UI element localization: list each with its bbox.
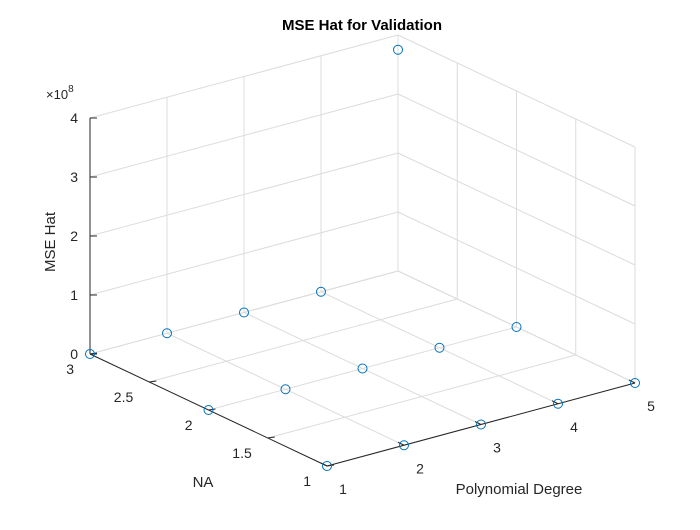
chart-title: MSE Hat for Validation bbox=[282, 17, 442, 34]
data-point bbox=[162, 328, 172, 339]
data-point bbox=[434, 342, 445, 353]
x-axis-label: Polynomial Degree bbox=[456, 481, 583, 498]
z-exponent-power: 8 bbox=[68, 84, 74, 95]
data-point bbox=[316, 286, 326, 297]
floor-grid-line bbox=[149, 298, 458, 383]
axis-layer bbox=[89, 117, 636, 467]
data-point bbox=[476, 419, 486, 430]
z-axis-label: MSE Hat bbox=[42, 211, 59, 272]
x-tick-mark bbox=[397, 441, 405, 446]
side-wall-grid-line bbox=[397, 270, 636, 384]
x-tick-mark bbox=[628, 379, 636, 384]
z-exponent: ×108 bbox=[46, 84, 74, 102]
x-tick-label: 1 bbox=[339, 481, 347, 497]
side-wall-grid-line bbox=[397, 93, 636, 207]
x-tick-label: 3 bbox=[493, 440, 501, 456]
data-point bbox=[239, 307, 249, 318]
data-point bbox=[322, 461, 332, 471]
data-point bbox=[280, 384, 291, 395]
y-tick-label: 2 bbox=[185, 417, 193, 433]
z-tick-label: 3 bbox=[70, 169, 78, 185]
y-tick-mark bbox=[326, 464, 335, 467]
data-point bbox=[357, 363, 368, 374]
back-wall-grid-line bbox=[89, 34, 399, 119]
side-wall-grid-line bbox=[397, 211, 636, 325]
x-tick-mark bbox=[320, 462, 328, 467]
y-tick-mark bbox=[149, 380, 157, 383]
side-wall-grid-line bbox=[397, 34, 636, 148]
y-tick-mark bbox=[267, 436, 275, 439]
data-point bbox=[393, 44, 403, 55]
x-tick-label: 4 bbox=[570, 419, 578, 435]
data-point bbox=[511, 322, 522, 332]
y-tick-label: 1 bbox=[303, 473, 311, 489]
back-wall-grid-line bbox=[89, 270, 399, 355]
z-tick-label: 2 bbox=[70, 228, 78, 244]
y-tick-label: 3 bbox=[66, 361, 74, 377]
x-tick-mark bbox=[551, 400, 559, 405]
data-point bbox=[203, 405, 214, 415]
side-wall-grid-line bbox=[397, 152, 636, 266]
data-point bbox=[553, 398, 563, 409]
y-axis-label: NA bbox=[193, 474, 214, 491]
back-wall-grid-line bbox=[89, 93, 399, 178]
data-point bbox=[399, 440, 409, 451]
back-wall-grid-line bbox=[89, 211, 399, 296]
x-tick-mark bbox=[474, 421, 482, 425]
z-tick-label: 1 bbox=[70, 287, 78, 303]
y-tick-label: 1.5 bbox=[232, 445, 252, 461]
z-tick-label: 0 bbox=[70, 346, 78, 362]
y-tick-label: 2.5 bbox=[114, 389, 134, 405]
z-tick-label: 4 bbox=[70, 110, 78, 126]
data-point bbox=[85, 349, 95, 359]
x-tick-label: 5 bbox=[647, 398, 655, 414]
label-layer: MSE Hat for Validation Polynomial Degree… bbox=[42, 17, 655, 498]
marker-layer bbox=[85, 44, 640, 471]
z-exponent-base: ×10 bbox=[46, 87, 68, 102]
floor-grid-line bbox=[267, 354, 576, 439]
back-wall-grid-line bbox=[89, 152, 399, 237]
data-point bbox=[630, 378, 640, 388]
x-tick-label: 2 bbox=[416, 460, 424, 476]
floor-grid-line bbox=[208, 326, 517, 411]
y-tick-mark bbox=[208, 408, 216, 411]
